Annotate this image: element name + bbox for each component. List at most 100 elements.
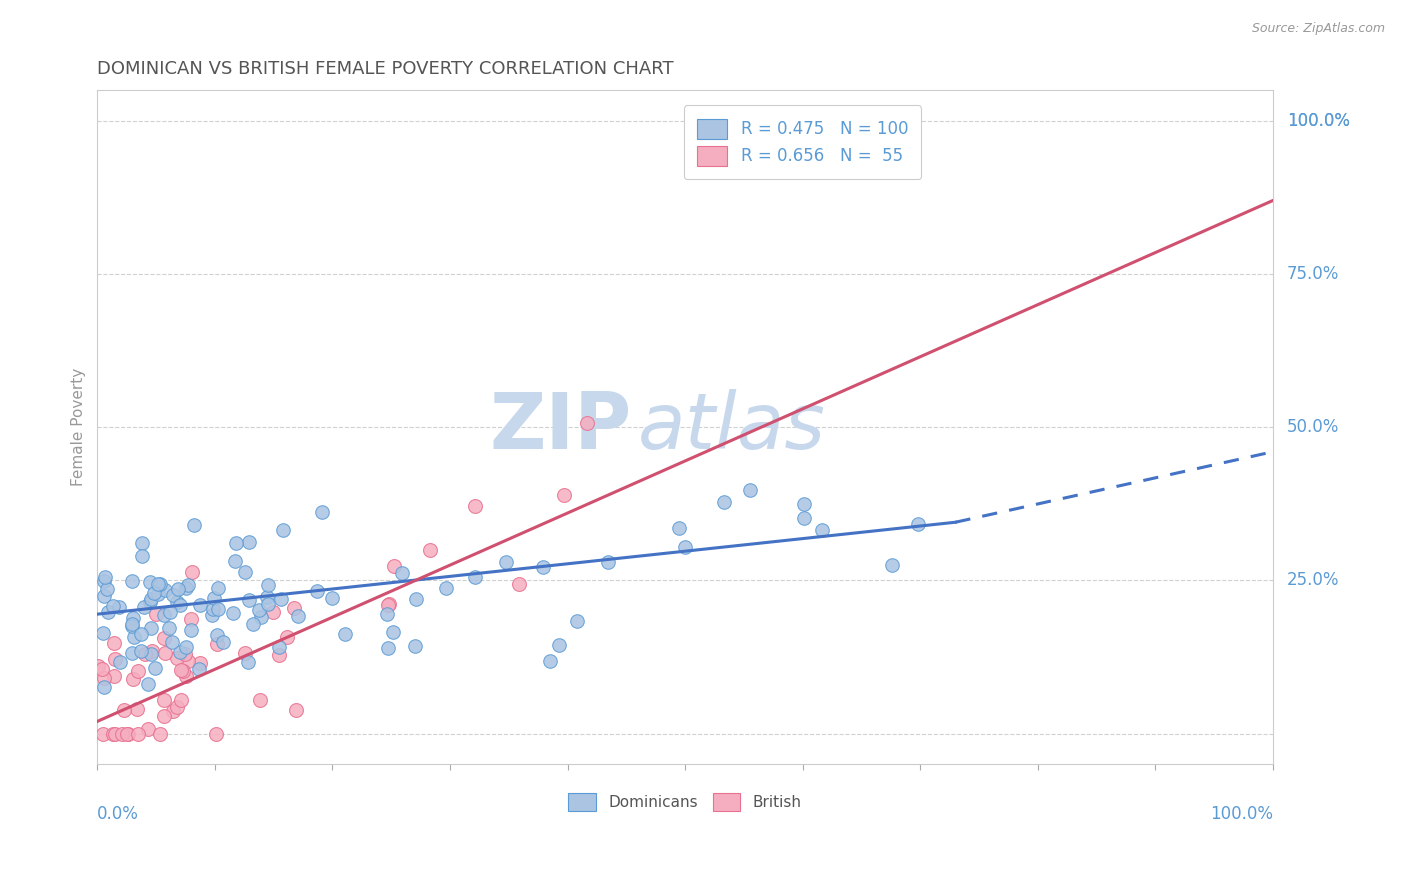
Point: [132, 599, 155, 614]
Point: [673, 540, 696, 554]
Point: [212, 635, 235, 649]
Point: [155, 646, 177, 660]
Point: [404, 639, 426, 653]
Point: [668, 521, 690, 535]
Point: [174, 669, 197, 683]
Point: [129, 644, 152, 658]
Point: [131, 549, 153, 564]
Point: [249, 692, 271, 706]
Point: [188, 662, 211, 676]
Point: [256, 577, 278, 591]
Point: [283, 600, 305, 615]
Point: [170, 663, 193, 677]
Point: [188, 657, 211, 671]
Point: [713, 495, 735, 509]
Point: [169, 598, 191, 612]
Point: [104, 726, 127, 740]
Point: [464, 569, 486, 583]
Point: [166, 700, 188, 714]
Point: [138, 595, 160, 609]
Point: [122, 673, 145, 687]
Point: [101, 599, 124, 614]
Point: [188, 598, 211, 612]
Point: [153, 582, 176, 597]
Point: [146, 577, 169, 591]
Point: [793, 511, 815, 525]
Point: [793, 497, 815, 511]
Point: [907, 517, 929, 532]
Point: [382, 558, 405, 573]
Point: [149, 577, 172, 591]
Point: [145, 607, 167, 621]
Point: [143, 661, 166, 675]
Point: [108, 655, 131, 669]
Point: [269, 648, 291, 663]
Text: 75.0%: 75.0%: [1286, 265, 1340, 283]
Point: [125, 702, 148, 716]
Point: [141, 644, 163, 658]
Point: [91, 662, 114, 676]
Point: [162, 588, 184, 602]
Text: 0.0%: 0.0%: [97, 805, 139, 822]
Point: [242, 616, 264, 631]
Point: [159, 621, 181, 635]
Point: [103, 726, 125, 740]
Point: [238, 592, 260, 607]
Point: [141, 647, 163, 661]
Point: [122, 611, 145, 625]
Point: [136, 677, 159, 691]
Point: [139, 591, 162, 606]
Point: [127, 664, 149, 678]
Point: [287, 609, 309, 624]
Text: 100.0%: 100.0%: [1209, 805, 1272, 822]
Point: [170, 693, 193, 707]
Point: [180, 623, 202, 637]
Point: [91, 726, 114, 740]
Point: [419, 542, 441, 557]
Point: [233, 646, 256, 660]
Point: [142, 586, 165, 600]
Point: [207, 602, 229, 616]
Point: [131, 536, 153, 550]
Point: [307, 583, 329, 598]
Point: [131, 627, 153, 641]
Legend: Dominicans, British: Dominicans, British: [562, 787, 808, 817]
Point: [225, 536, 247, 550]
Point: [117, 726, 139, 740]
Point: [103, 636, 125, 650]
Point: [172, 664, 194, 678]
Point: [93, 574, 115, 589]
Point: [121, 616, 143, 631]
Point: [375, 607, 398, 621]
Point: [205, 637, 228, 651]
Point: [183, 517, 205, 532]
Point: [93, 680, 115, 694]
Point: [236, 655, 259, 669]
Point: [201, 607, 224, 622]
Point: [152, 631, 174, 645]
Point: [87, 658, 110, 673]
Point: [121, 574, 143, 588]
Point: [238, 534, 260, 549]
Point: [508, 576, 530, 591]
Point: [136, 723, 159, 737]
Point: [93, 590, 115, 604]
Point: [377, 641, 399, 656]
Point: [538, 654, 561, 668]
Point: [112, 703, 135, 717]
Point: [256, 591, 278, 605]
Point: [121, 618, 143, 632]
Text: ZIP: ZIP: [489, 389, 633, 466]
Point: [134, 647, 156, 661]
Point: [205, 628, 228, 642]
Point: [93, 671, 115, 685]
Text: 100.0%: 100.0%: [1286, 112, 1350, 130]
Point: [177, 654, 200, 668]
Point: [103, 669, 125, 683]
Point: [547, 638, 569, 652]
Point: [107, 599, 129, 614]
Point: [596, 556, 619, 570]
Point: [207, 581, 229, 595]
Point: [224, 554, 246, 568]
Point: [146, 587, 169, 601]
